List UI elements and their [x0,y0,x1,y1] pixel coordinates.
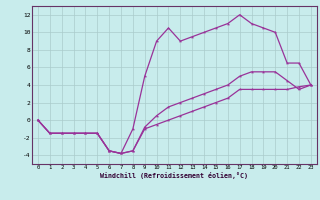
X-axis label: Windchill (Refroidissement éolien,°C): Windchill (Refroidissement éolien,°C) [100,172,248,179]
